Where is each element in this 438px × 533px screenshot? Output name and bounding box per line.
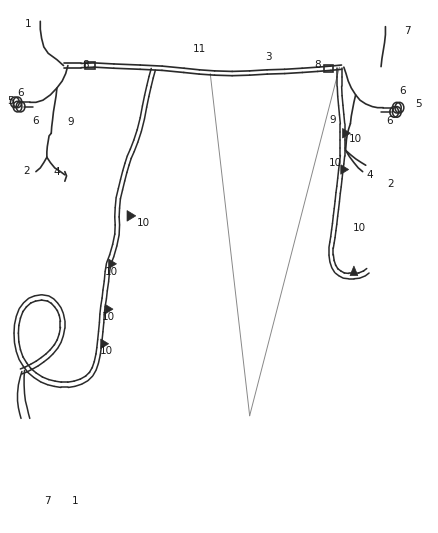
Text: 5: 5	[7, 96, 14, 106]
Text: 10: 10	[353, 223, 366, 233]
Text: 6: 6	[32, 116, 39, 126]
Text: 10: 10	[102, 312, 115, 322]
Text: 10: 10	[100, 346, 113, 356]
Polygon shape	[101, 339, 109, 349]
Polygon shape	[109, 259, 117, 269]
Polygon shape	[343, 128, 350, 138]
Polygon shape	[341, 165, 349, 174]
Polygon shape	[127, 211, 136, 221]
Text: 10: 10	[349, 134, 362, 143]
Text: 2: 2	[23, 166, 30, 175]
Text: 3: 3	[265, 52, 272, 62]
Text: 1: 1	[25, 19, 32, 29]
Text: 1: 1	[72, 496, 79, 506]
Text: 9: 9	[67, 117, 74, 126]
Text: 6: 6	[386, 116, 393, 126]
Text: 8: 8	[82, 60, 89, 70]
Text: 5: 5	[415, 99, 422, 109]
Text: 4: 4	[367, 170, 374, 180]
Polygon shape	[350, 266, 358, 276]
Text: 11: 11	[193, 44, 206, 54]
Text: 4: 4	[53, 167, 60, 176]
Text: 10: 10	[105, 267, 118, 277]
Text: 6: 6	[18, 88, 25, 98]
Text: 6: 6	[399, 86, 406, 95]
Text: 2: 2	[387, 179, 394, 189]
Text: 7: 7	[44, 496, 51, 506]
Text: 9: 9	[329, 115, 336, 125]
Bar	[324, 64, 333, 71]
Bar	[85, 62, 95, 69]
Text: 10: 10	[137, 218, 150, 228]
Text: 7: 7	[404, 26, 411, 36]
Polygon shape	[105, 304, 113, 314]
Text: 10: 10	[328, 158, 342, 167]
Text: 8: 8	[314, 60, 321, 70]
